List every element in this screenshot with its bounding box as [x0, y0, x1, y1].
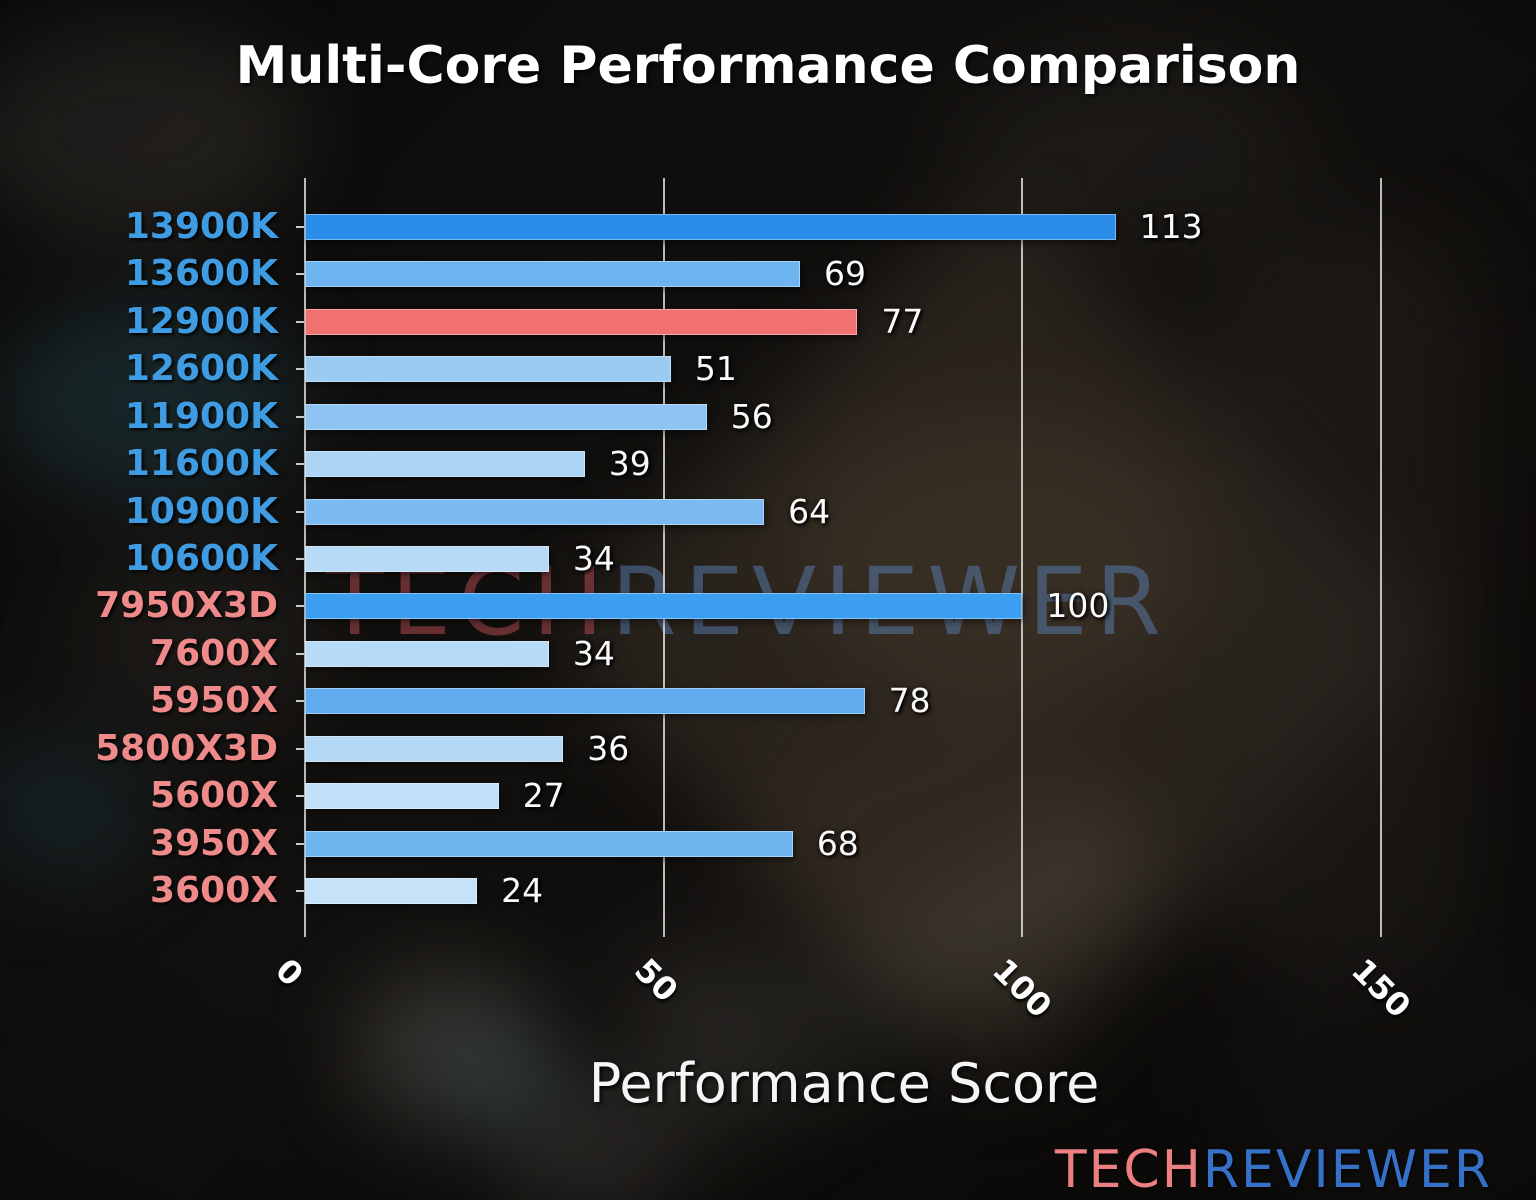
gridline-x-50: [662, 178, 665, 937]
value-label-13900K: 113: [1139, 207, 1203, 246]
value-label-11900K: 56: [730, 396, 773, 436]
y-tick-mark: [296, 510, 305, 513]
value-label-10600K: 34: [572, 539, 615, 578]
bar-7600X: [305, 640, 549, 667]
y-tick-mark: [296, 320, 305, 323]
y-tick-mark: [296, 226, 305, 228]
value-label-10900K: 64: [788, 491, 831, 531]
techreviewer-logo: TECHREVIEWER: [1055, 1140, 1492, 1200]
bar-11900K: [305, 403, 707, 430]
bar-5600X: [305, 783, 499, 810]
category-label-3950X: 3950X: [150, 822, 278, 864]
gridline-x-100: [1021, 178, 1024, 937]
value-label-5950X: 78: [888, 681, 931, 721]
bar-12600K: [305, 356, 671, 383]
category-label-7950X3D: 7950X3D: [95, 585, 278, 627]
category-label-5800X3D: 5800X3D: [95, 727, 278, 769]
bar-13900K: [305, 214, 1116, 240]
bar-3950X: [305, 830, 793, 857]
category-label-5600X: 5600X: [150, 775, 278, 817]
y-tick-mark: [296, 842, 305, 845]
category-label-11900K: 11900K: [124, 395, 278, 437]
y-tick-mark: [296, 747, 305, 750]
y-tick-mark: [296, 273, 305, 276]
plot-area: 0 50 100 150 113 69 77 51 56 39 64 34 100 34 78 36 27 68 2…: [268, 178, 1460, 1025]
bar-7950X3D: [305, 593, 1023, 620]
y-tick-mark: [296, 415, 305, 418]
value-label-5600X: 27: [522, 776, 565, 816]
value-label-12600K: 51: [694, 349, 737, 389]
value-label-3600X: 24: [501, 871, 544, 911]
bar-11600K: [305, 451, 585, 478]
category-label-10900K: 10900K: [124, 490, 278, 532]
y-tick-mark: [296, 558, 305, 560]
value-label-3950X: 68: [816, 823, 859, 863]
category-label-13600K: 13600K: [124, 253, 278, 295]
value-label-12900K: 77: [881, 301, 924, 341]
category-label-7600X: 7600X: [150, 632, 278, 674]
value-label-11600K: 39: [608, 444, 651, 484]
x-axis-label: Performance Score: [588, 1052, 1100, 1115]
y-tick-mark: [296, 700, 305, 703]
y-tick-mark: [296, 368, 305, 371]
chart-title: Multi-Core Performance Comparison: [235, 36, 1301, 96]
y-tick-mark: [296, 605, 305, 608]
category-label-13900K: 13900K: [124, 206, 278, 247]
gridline-x-150: [1380, 178, 1383, 937]
value-label-7600X: 34: [572, 633, 615, 673]
category-label-5950X: 5950X: [150, 680, 278, 722]
y-tick-mark: [296, 890, 305, 893]
bar-13600K: [305, 261, 800, 288]
y-tick-mark: [296, 795, 305, 798]
logo-tech: TECH: [1054, 1140, 1203, 1200]
category-label-12600K: 12600K: [124, 348, 278, 390]
bar-5800X3D: [305, 735, 564, 762]
category-label-11600K: 11600K: [124, 443, 278, 485]
bar-5950X: [305, 688, 865, 715]
category-label-3600X: 3600X: [150, 870, 278, 912]
bar-3600X: [305, 878, 478, 905]
bar-10900K: [305, 498, 765, 525]
value-label-5800X3D: 36: [587, 728, 630, 768]
value-label-13600K: 69: [824, 254, 866, 294]
value-label-7950X3D: 100: [1046, 586, 1110, 626]
y-tick-mark: [296, 652, 305, 655]
bar-10600K: [305, 546, 549, 572]
category-label-12900K: 12900K: [124, 300, 278, 342]
category-label-10600K: 10600K: [124, 538, 278, 579]
bar-12900K: [305, 308, 858, 335]
y-tick-mark: [296, 463, 305, 466]
y-axis-labels: 13900K 13600K 12900K 12600K 11900K 11600K 1090…: [0, 178, 292, 937]
logo-reviewer: REVIEWER: [1202, 1140, 1492, 1200]
